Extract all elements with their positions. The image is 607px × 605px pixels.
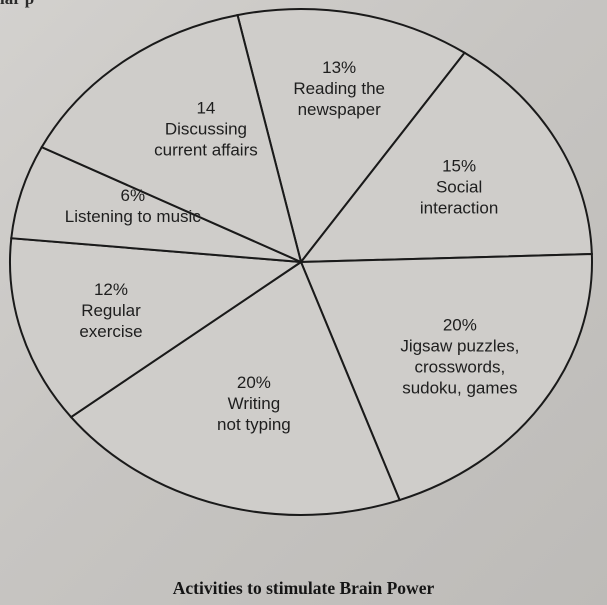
pie-slice xyxy=(9,237,304,419)
pie-slice xyxy=(69,260,401,516)
slice-value-label: 15% xyxy=(442,156,476,175)
slice-value-label: 20% xyxy=(237,373,271,392)
slice-category-label: sudoku, games xyxy=(402,378,517,397)
slice-category-label: newspaper xyxy=(298,100,382,119)
slice-category-label: Writing xyxy=(228,394,281,413)
slice-value-label: 20% xyxy=(443,315,477,334)
slice-category-label: interaction xyxy=(420,198,498,217)
slice-category-label: Listening to music xyxy=(65,207,202,226)
header-fragment: lar p xyxy=(0,0,34,9)
slice-value-label: 6% xyxy=(121,186,146,205)
slice-value-label: 12% xyxy=(94,280,128,299)
slice-category-label: Social xyxy=(436,177,482,196)
slice-category-label: Discussing xyxy=(165,120,247,139)
slice-category-label: not typing xyxy=(217,415,291,434)
slice-category-label: Regular xyxy=(81,301,141,320)
slice-category-label: exercise xyxy=(79,322,142,341)
pie-slice xyxy=(40,13,303,264)
slice-category-label: current affairs xyxy=(154,141,258,160)
slice-category-label: Jigsaw puzzles, xyxy=(400,336,519,355)
slice-value-label: 14 xyxy=(196,99,215,118)
slice-value-label: 13% xyxy=(322,58,356,77)
slice-category-label: crosswords, xyxy=(415,357,506,376)
chart-title: Activities to stimulate Brain Power xyxy=(172,578,435,598)
pie-slice xyxy=(236,8,467,265)
slice-category-label: Reading the xyxy=(293,79,385,98)
pie-slice xyxy=(298,51,593,264)
pie-slice xyxy=(299,253,593,502)
